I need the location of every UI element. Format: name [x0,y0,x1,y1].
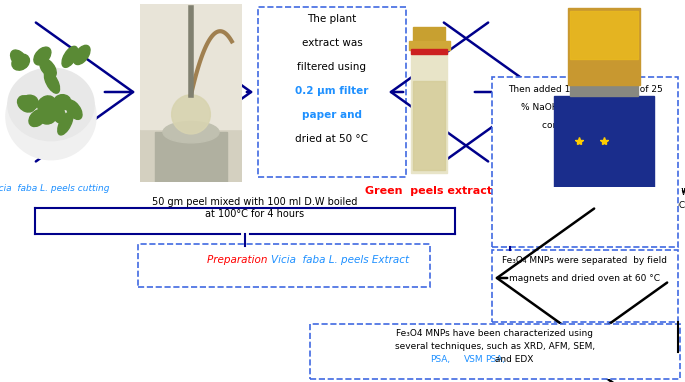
Text: Vicia  faba L. peels Extract: Vicia faba L. peels Extract [271,255,409,265]
Text: paper and: paper and [302,110,362,120]
Polygon shape [310,324,680,379]
Polygon shape [492,250,678,322]
Text: dried at 50 °C: dried at 50 °C [295,134,369,144]
Polygon shape [258,7,406,177]
Text: % NaOH to the solution with: % NaOH to the solution with [521,103,649,112]
Text: FeCl₂ and 2 M FeCl₃: FeCl₂ and 2 M FeCl₃ [604,201,685,210]
Text: filtered using: filtered using [297,62,366,72]
Text: Fe₃O₄ MNPs were separated  by field: Fe₃O₄ MNPs were separated by field [503,256,667,265]
Ellipse shape [38,108,55,124]
Bar [568,8,640,84]
Text: The plant: The plant [308,14,357,24]
Text: extract was: extract was [301,38,362,48]
Bar [571,84,638,96]
Ellipse shape [172,95,210,134]
Text: PSA,: PSA, [430,355,450,364]
Ellipse shape [40,58,56,78]
Text: continuous stirring: continuous stirring [543,121,627,130]
Ellipse shape [10,50,27,68]
Polygon shape [492,77,678,247]
Text: Green  peels extract: Green peels extract [365,186,493,196]
Ellipse shape [6,73,96,160]
Bar [411,49,447,54]
Text: several techniques, such as XRD, AFM, SEM,: several techniques, such as XRD, AFM, SE… [395,342,595,351]
Bar [412,27,445,45]
Text: Fe₃O4 MNPs have been characterized using: Fe₃O4 MNPs have been characterized using [397,329,593,338]
Ellipse shape [45,71,60,93]
Ellipse shape [8,68,94,141]
Ellipse shape [12,54,29,70]
Text: PSA,: PSA, [485,355,505,364]
Ellipse shape [73,45,90,65]
Ellipse shape [58,112,73,135]
Ellipse shape [38,96,55,112]
Text: magnets and dried oven at 60 °C: magnets and dried oven at 60 °C [510,274,660,283]
Bar [411,45,447,173]
Ellipse shape [18,96,35,112]
Ellipse shape [66,100,82,120]
Text: VSM: VSM [464,355,484,364]
Ellipse shape [29,110,46,126]
Bar [140,4,242,129]
Bar [155,132,227,182]
Text: and EDX: and EDX [492,355,534,364]
Bar [571,11,638,59]
Polygon shape [138,244,430,287]
Ellipse shape [62,46,77,67]
Ellipse shape [21,95,38,111]
Ellipse shape [163,121,219,143]
Ellipse shape [50,104,66,124]
Ellipse shape [51,102,66,124]
Text: The broth mixed with 1: The broth mixed with 1 [604,186,685,195]
Text: The broth mixed with 1 M: The broth mixed with 1 M [604,188,685,197]
Text: The broth mixed with 1: The broth mixed with 1 [604,186,685,195]
Ellipse shape [47,100,62,123]
Ellipse shape [53,95,71,110]
Bar [408,41,449,50]
Text: Preparation: Preparation [208,255,271,265]
Text: Vicia  faba L. peels cutting: Vicia faba L. peels cutting [0,184,110,193]
Bar [553,96,654,187]
Text: The broth mixed with 1: The broth mixed with 1 [604,186,685,195]
Ellipse shape [34,47,51,65]
Text: Then added 10 ml drop wise of 25: Then added 10 ml drop wise of 25 [508,85,662,94]
Text: 0.2 μm filter: 0.2 μm filter [295,86,369,96]
Bar [412,81,445,170]
Text: 50 gm peel mixed with 100 ml D.W boiled
at 100°C for 4 hours: 50 gm peel mixed with 100 ml D.W boiled … [152,197,358,219]
